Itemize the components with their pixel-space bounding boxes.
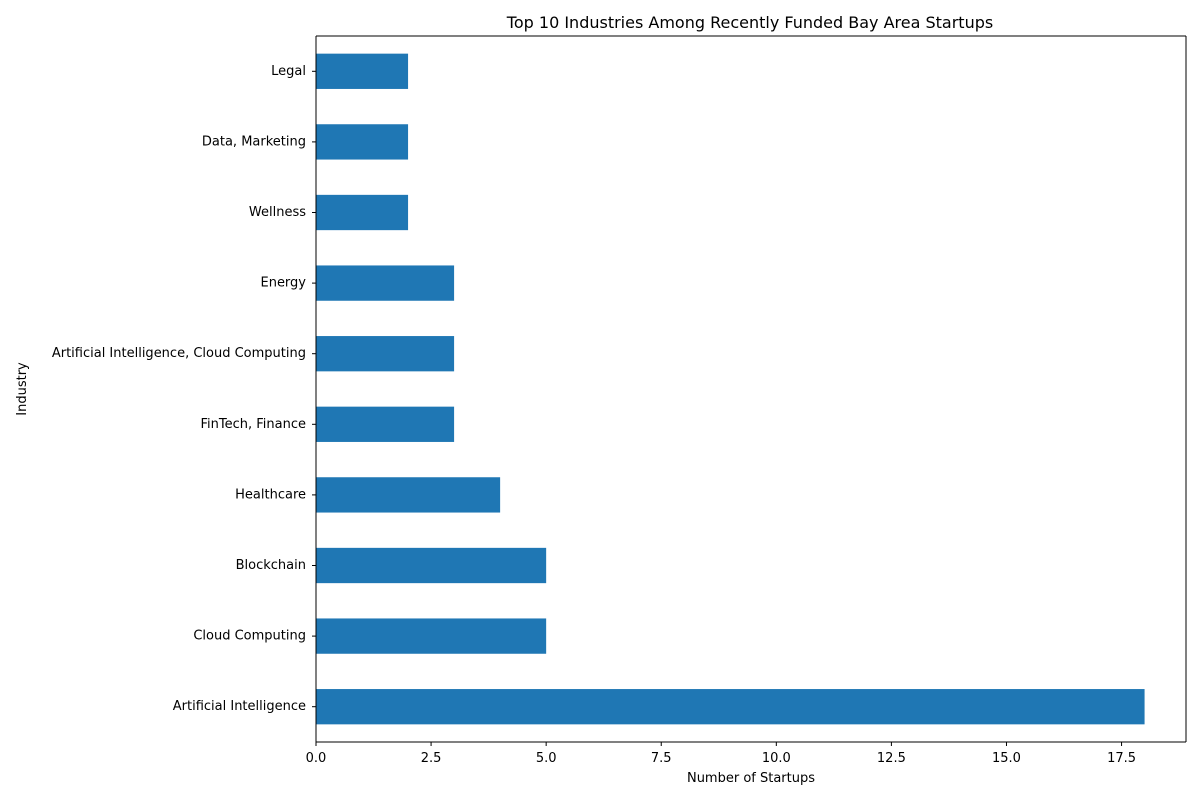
y-tick-label: Artificial Intelligence, Cloud Computing — [52, 346, 306, 361]
x-tick-label: 17.5 — [1107, 751, 1136, 766]
x-tick-label: 15.0 — [992, 751, 1021, 766]
bar-3 — [316, 477, 501, 513]
x-tick-label: 2.5 — [421, 751, 442, 766]
x-tick-label: 10.0 — [762, 751, 791, 766]
bar-4 — [316, 406, 455, 442]
y-tick-label: Data, Marketing — [202, 134, 306, 149]
y-tick-label: FinTech, Finance — [201, 417, 307, 432]
bar-0 — [316, 689, 1145, 725]
x-tick-label: 0.0 — [306, 751, 327, 766]
x-tick-label: 7.5 — [651, 751, 672, 766]
bar-2 — [316, 547, 547, 584]
bar-8 — [316, 124, 409, 160]
chart-title: Top 10 Industries Among Recently Funded … — [506, 13, 993, 32]
x-tick-label: 12.5 — [877, 751, 906, 766]
y-tick-label: Blockchain — [236, 558, 306, 573]
x-axis-label: Number of Startups — [687, 771, 815, 786]
bar-5 — [316, 336, 455, 372]
bar-6 — [316, 265, 455, 301]
bar-1 — [316, 618, 547, 654]
y-tick-label: Healthcare — [235, 487, 306, 502]
y-axis-ticks: Artificial Intelligence Cloud Computing Bl… — [52, 64, 316, 714]
y-tick-label: Cloud Computing — [193, 629, 306, 644]
x-axis-ticks: 0.0 2.5 5.0 7.5 10.0 12.5 15.0 17.5 — [306, 742, 1136, 766]
bar-9 — [316, 53, 409, 89]
y-tick-label: Legal — [271, 64, 306, 79]
bar-7 — [316, 194, 409, 231]
y-axis-label: Industry — [15, 362, 30, 416]
bars-group — [316, 53, 1145, 725]
x-tick-label: 5.0 — [536, 751, 557, 766]
y-tick-label: Artificial Intelligence — [173, 699, 306, 714]
y-tick-label: Wellness — [249, 205, 306, 220]
y-tick-label: Energy — [260, 276, 306, 291]
